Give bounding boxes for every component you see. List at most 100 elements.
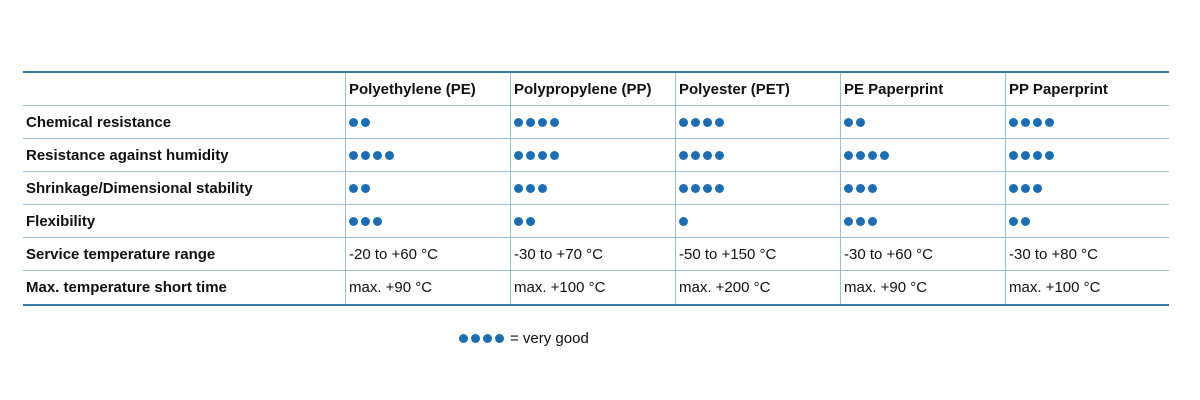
rating-dots xyxy=(1009,150,1054,160)
rating-dot-icon xyxy=(856,183,865,193)
table-cell xyxy=(840,139,1005,171)
rating-dot-icon xyxy=(538,183,547,193)
legend-text: = very good xyxy=(510,330,589,347)
rating-dots xyxy=(514,183,547,193)
rating-dot-icon xyxy=(514,216,523,226)
rating-dots xyxy=(679,183,724,193)
row-label: Max. temperature short time xyxy=(26,279,227,296)
rating-dots xyxy=(844,117,865,127)
rating-dot-icon xyxy=(679,216,688,226)
rating-dots xyxy=(349,216,382,226)
table-row: Chemical resistance xyxy=(23,106,1169,139)
table-cell xyxy=(1005,205,1169,237)
rating-dot-icon xyxy=(868,183,877,193)
table-row: Shrinkage/Dimensional stability xyxy=(23,172,1169,205)
rating-dot-icon xyxy=(1009,183,1018,193)
table-cell xyxy=(840,172,1005,204)
row-label: Chemical resistance xyxy=(26,113,172,131)
rating-dot-icon xyxy=(361,216,370,226)
table-cell: max. +90 °C xyxy=(345,271,510,304)
rating-dot-icon xyxy=(349,216,358,226)
rating-dot-icon xyxy=(691,117,700,127)
column-header: Polyethylene (PE) xyxy=(345,73,510,105)
rating-dot-icon xyxy=(844,183,853,193)
rating-dot-icon xyxy=(361,183,370,193)
table-cell: max. +100 °C xyxy=(510,271,675,304)
header-corner xyxy=(23,73,345,105)
row-label: Resistance against humidity xyxy=(26,146,229,164)
table-cell xyxy=(345,106,510,138)
rating-dot-icon xyxy=(1021,216,1030,226)
rating-dot-icon xyxy=(868,150,877,160)
rating-dot-icon xyxy=(1033,150,1042,160)
rating-dot-icon xyxy=(856,150,865,160)
table-cell xyxy=(345,139,510,171)
rating-dot-icon xyxy=(550,117,559,127)
rating-dot-icon xyxy=(1045,117,1054,127)
rating-dot-icon xyxy=(1009,150,1018,160)
table-row: Resistance against humidity xyxy=(23,139,1169,172)
column-header: Polyester (PET) xyxy=(675,73,840,105)
rating-dots xyxy=(844,216,877,226)
row-label: Shrinkage/Dimensional stability xyxy=(26,179,253,197)
rating-dot-icon xyxy=(1009,117,1018,127)
table-cell xyxy=(510,205,675,237)
rating-dot-icon xyxy=(1009,216,1018,226)
rating-dot-icon xyxy=(1033,183,1042,193)
column-header: PE Paperprint xyxy=(840,73,1005,105)
rating-dots xyxy=(349,117,370,127)
table-cell xyxy=(1005,139,1169,171)
rating-dot-icon xyxy=(526,117,535,127)
table-row: Flexibility xyxy=(23,205,1169,238)
table-cell: max. +100 °C xyxy=(1005,271,1169,304)
rating-dots xyxy=(679,216,688,226)
table-cell: max. +90 °C xyxy=(840,271,1005,304)
rating-dot-icon xyxy=(703,150,712,160)
rating-dot-icon xyxy=(349,117,358,127)
rating-dot-icon xyxy=(1045,150,1054,160)
rating-dot-icon xyxy=(373,150,382,160)
table-cell xyxy=(1005,172,1169,204)
rating-legend: = very good xyxy=(459,330,589,347)
rating-dot-icon xyxy=(715,117,724,127)
table-cell xyxy=(675,205,840,237)
rating-dots xyxy=(679,117,724,127)
rating-dot-icon xyxy=(679,183,688,193)
rating-dot-icon xyxy=(514,183,523,193)
rating-dot-icon xyxy=(1033,117,1042,127)
rating-dot-icon xyxy=(483,334,492,343)
rating-dot-icon xyxy=(856,117,865,127)
rating-dot-icon xyxy=(679,150,688,160)
rating-dot-icon xyxy=(471,334,480,343)
row-label: Service temperature range xyxy=(26,245,216,263)
rating-dots xyxy=(844,183,877,193)
table-cell xyxy=(675,172,840,204)
rating-dot-icon xyxy=(349,150,358,160)
rating-dot-icon xyxy=(844,216,853,226)
rating-dot-icon xyxy=(526,216,535,226)
rating-dot-icon xyxy=(703,117,712,127)
rating-dots-icon xyxy=(459,334,504,343)
rating-dot-icon xyxy=(868,216,877,226)
rating-dot-icon xyxy=(526,150,535,160)
table-header-row: Polyethylene (PE) Polypropylene (PP) Pol… xyxy=(23,73,1169,106)
table-cell xyxy=(675,106,840,138)
table-cell: -30 to +70 °C xyxy=(510,238,675,270)
table-cell xyxy=(510,172,675,204)
table-cell: -30 to +80 °C xyxy=(1005,238,1169,270)
rating-dots xyxy=(349,150,394,160)
rating-dot-icon xyxy=(361,150,370,160)
table-cell: max. +200 °C xyxy=(675,271,840,304)
rating-dot-icon xyxy=(880,150,889,160)
rating-dots xyxy=(679,150,724,160)
table-cell: -30 to +60 °C xyxy=(840,238,1005,270)
table-row: Max. temperature short time max. +90 °C ma… xyxy=(23,271,1169,304)
rating-dots xyxy=(844,150,889,160)
rating-dot-icon xyxy=(1021,117,1030,127)
rating-dot-icon xyxy=(495,334,504,343)
table-cell xyxy=(840,205,1005,237)
rating-dot-icon xyxy=(361,117,370,127)
properties-table: Polyethylene (PE) Polypropylene (PP) Pol… xyxy=(23,71,1169,306)
rating-dot-icon xyxy=(373,216,382,226)
table-row: Service temperature range -20 to +60 °C -3… xyxy=(23,238,1169,271)
